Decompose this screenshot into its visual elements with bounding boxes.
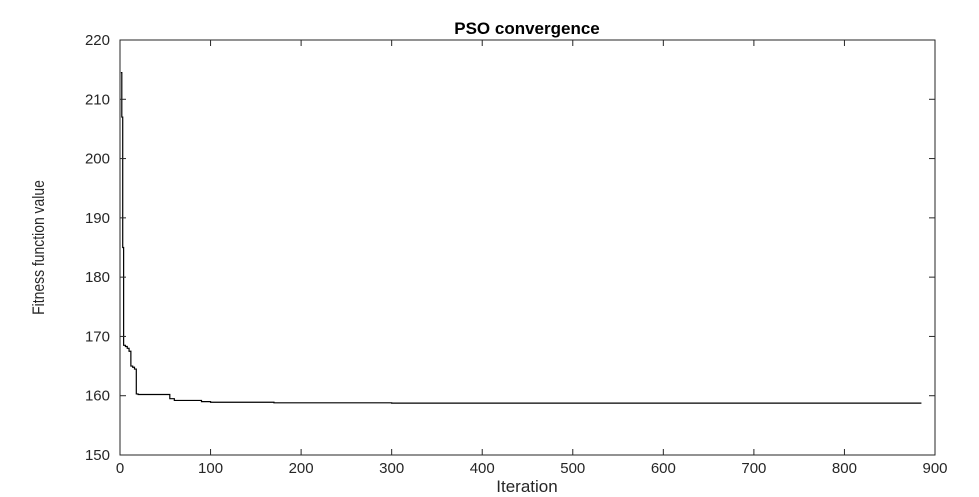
x-tick-labels: 0 100 200 300 400 500 600 700 800 900 (116, 460, 948, 477)
y-tick-label: 150 (85, 447, 110, 464)
y-axis-title: Fitness function value (30, 180, 49, 315)
data-marks (120, 72, 922, 404)
x-tick-label: 500 (560, 460, 585, 477)
y-tick-label: 170 (85, 328, 110, 345)
plot-area (120, 40, 935, 455)
y-tick-label: 160 (85, 388, 110, 405)
x-axis-title: Iteration (496, 477, 557, 496)
x-tick-label: 100 (198, 460, 223, 477)
x-tick-label: 0 (116, 460, 124, 477)
y-tick-label: 180 (85, 269, 110, 286)
y-tick-label: 190 (85, 210, 110, 227)
series-line-0 (120, 72, 922, 404)
y-tick-label: 210 (85, 91, 110, 108)
x-tick-label: 800 (832, 460, 857, 477)
x-tick-label: 600 (651, 460, 676, 477)
y-tick-label: 220 (85, 32, 110, 49)
x-tick-label: 300 (379, 460, 404, 477)
x-tick-label: 200 (289, 460, 314, 477)
plot-frame (119, 39, 936, 456)
x-tick-label: 400 (470, 460, 495, 477)
y-tick-label: 200 (85, 151, 110, 168)
x-tick-label: 700 (741, 460, 766, 477)
chart-title: PSO convergence (454, 19, 600, 38)
x-tick-label: 900 (922, 460, 947, 477)
y-tick-labels: 150 160 170 180 190 200 210 220 (85, 32, 110, 464)
